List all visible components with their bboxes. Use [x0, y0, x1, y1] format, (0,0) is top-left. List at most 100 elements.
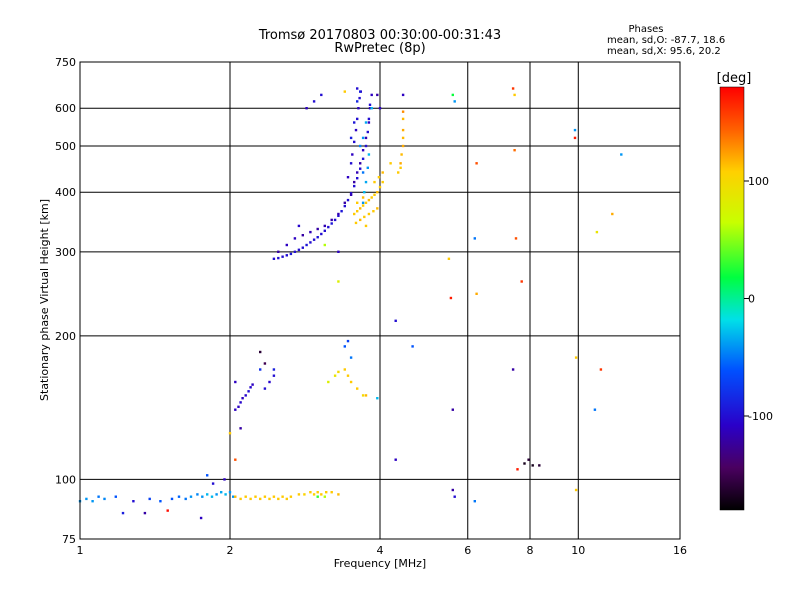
data-point [215, 493, 218, 496]
data-point [514, 237, 518, 240]
data-point [166, 509, 169, 512]
data-point [353, 121, 356, 124]
data-point [356, 177, 359, 180]
data-point [277, 497, 280, 501]
data-point [196, 493, 199, 496]
data-point [359, 162, 362, 165]
grid-lines [80, 62, 680, 539]
data-point [367, 117, 371, 121]
y-tick-label: 300 [55, 246, 76, 259]
data-point [316, 495, 319, 498]
data-point [366, 166, 369, 169]
data-point [361, 171, 365, 174]
data-point [297, 493, 301, 496]
data-point [330, 218, 333, 222]
data-point [247, 390, 250, 393]
data-point [293, 250, 297, 253]
data-point [263, 362, 267, 365]
data-point [330, 222, 333, 225]
data-point [224, 493, 227, 496]
data-point [244, 495, 247, 498]
data-point [349, 356, 353, 359]
colorbar: [deg] 100 0 -100 [717, 71, 773, 511]
data-point [359, 90, 362, 93]
x-tick-label: 4 [377, 544, 384, 557]
data-point [346, 374, 350, 377]
data-point [381, 180, 384, 184]
data-point [573, 128, 577, 132]
data-point [316, 491, 319, 494]
data-point [354, 221, 358, 225]
data-point [337, 493, 340, 496]
data-point [527, 458, 530, 461]
data-point [364, 180, 368, 184]
data-point [293, 237, 297, 240]
chart-subtitle: RwPretec (8p) [334, 41, 425, 56]
data-point [520, 280, 523, 283]
data-point [366, 130, 369, 134]
data-point [320, 232, 323, 236]
data-point [297, 248, 301, 251]
data-point [277, 256, 280, 260]
colorbar-tick-label: -100 [748, 410, 773, 423]
data-point [401, 136, 405, 140]
y-tick-label: 400 [55, 186, 76, 199]
x-tick-label: 6 [464, 544, 471, 557]
data-point [620, 153, 623, 156]
data-point [327, 225, 330, 229]
data-point [349, 193, 353, 196]
data-point [346, 198, 350, 202]
data-point [244, 394, 247, 397]
data-point [351, 153, 354, 156]
data-point [272, 374, 276, 377]
data-point [103, 497, 106, 501]
data-point [333, 218, 337, 222]
data-point [312, 238, 316, 241]
data-point [359, 218, 362, 222]
data-point [359, 144, 362, 148]
data-point [389, 162, 392, 165]
data-point [316, 227, 319, 231]
data-point [451, 93, 454, 97]
data-point [368, 107, 372, 110]
data-point [373, 180, 376, 184]
data-point [447, 257, 451, 260]
data-point [451, 408, 454, 411]
data-point [356, 201, 359, 204]
data-point [301, 246, 304, 249]
data-point [206, 474, 209, 477]
data-point [511, 87, 515, 90]
data-point [337, 212, 340, 216]
y-tick-label: 200 [55, 330, 76, 343]
data-point [376, 93, 379, 97]
data-point [364, 201, 368, 204]
data-point [237, 405, 240, 408]
data-point [254, 495, 257, 498]
data-point [573, 136, 577, 140]
data-point [85, 497, 88, 501]
data-point [453, 495, 456, 498]
data-point [361, 149, 365, 152]
data-point [263, 387, 267, 390]
data-point [349, 162, 353, 165]
data-point [301, 234, 304, 237]
data-point [343, 201, 346, 204]
data-point [285, 243, 288, 247]
colorbar-ticks: 100 0 -100 [744, 175, 773, 423]
data-point [574, 356, 578, 359]
data-point [353, 140, 356, 144]
data-point [357, 107, 360, 110]
data-point [354, 128, 358, 132]
data-point [511, 368, 515, 371]
data-point [337, 250, 340, 253]
data-point [523, 462, 526, 465]
data-point [394, 458, 397, 461]
x-tick-label: 2 [227, 544, 234, 557]
data-point [337, 370, 340, 374]
data-point [305, 243, 308, 247]
data-point [343, 345, 346, 348]
data-point [593, 408, 597, 411]
x-tick-label: 1 [77, 544, 84, 557]
data-point [239, 401, 242, 404]
x-tick-label: 8 [527, 544, 534, 557]
